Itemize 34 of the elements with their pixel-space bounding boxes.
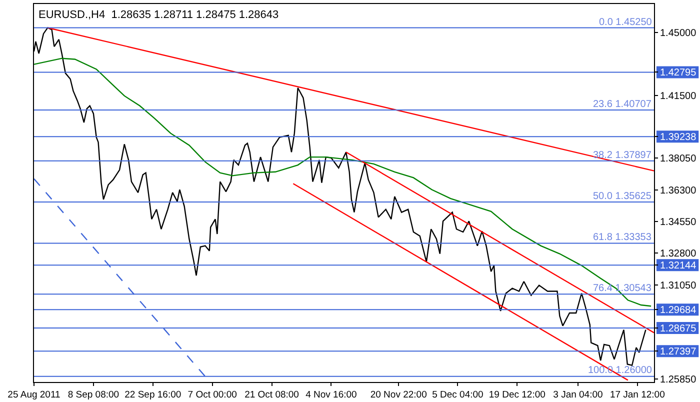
ref-line-label: 23.6 1.40707 <box>593 99 652 110</box>
x-tick-label: 19 Dec 12:00 <box>488 389 546 400</box>
x-tick-label: 7 Oct 00:00 <box>188 389 237 400</box>
x-tick-label: 21 Oct 08:00 <box>244 389 299 400</box>
y-tick-label: 1.32144 <box>660 260 697 272</box>
y-tick-label: 1.32800 <box>660 248 697 260</box>
y-tick-label: 1.42795 <box>660 68 697 79</box>
chart-title: EURUSD.,H4 1.28635 1.28711 1.28475 1.28643 <box>38 8 279 21</box>
ref-line-label: 100.0 1.26000 <box>588 365 652 376</box>
x-tick-label: 8 Sep 08:00 <box>68 389 120 400</box>
x-tick-label: 20 Nov 22:00 <box>370 389 427 400</box>
x-tick-label: 25 Aug 2011 <box>8 389 60 400</box>
ref-line-label: 0.0 1.45250 <box>599 17 652 28</box>
y-tick-label: 1.34550 <box>660 217 697 228</box>
ref-line-label: 50.0 1.35625 <box>593 191 652 202</box>
x-tick-label: 22 Sep 16:00 <box>124 389 182 400</box>
y-tick-label: 1.36300 <box>660 185 697 196</box>
y-tick-label: 1.41500 <box>660 91 697 102</box>
line-series <box>34 58 652 307</box>
x-tick-label: 17 Jan 12:00 <box>610 389 665 400</box>
y-tick-label: 1.45000 <box>660 28 697 39</box>
y-tick-label: 1.29684 <box>660 305 697 316</box>
x-tick-label: 4 Nov 16:00 <box>306 389 357 400</box>
y-tick-label: 1.28675 <box>660 323 697 334</box>
y-tick-label: 1.38050 <box>660 154 697 165</box>
y-tick-label: 1.31050 <box>660 280 697 292</box>
x-tick-label: 5 Dec 04:00 <box>432 389 484 400</box>
ref-line-label: 38.2 1.37897 <box>593 150 652 161</box>
y-tick-label: 1.25850 <box>660 374 697 386</box>
y-tick-label: 1.27397 <box>660 346 697 358</box>
ref-line-label: 61.8 1.33353 <box>593 232 652 243</box>
ref-line-label: 76.4 1.30543 <box>593 283 652 294</box>
x-tick-label: 3 Jan 04:00 <box>553 389 603 400</box>
y-tick-label: 1.39238 <box>660 132 697 144</box>
